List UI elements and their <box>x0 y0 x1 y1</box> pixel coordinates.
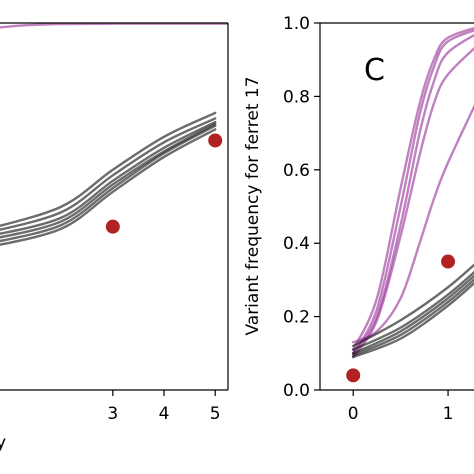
purple-simulation-line <box>352 104 474 344</box>
black-simulation-line <box>0 122 217 239</box>
panel-letter: C <box>364 53 385 88</box>
x-tick-label: 5 <box>210 404 221 424</box>
observed-point <box>441 254 456 269</box>
x-tick-label: 3 <box>107 404 118 424</box>
y-tick-label: 0.8 <box>283 87 310 107</box>
y-tick-label: 1.0 <box>283 14 310 34</box>
black-simulation-line <box>352 270 474 351</box>
purple-simulation-line <box>352 47 474 359</box>
black-simulation-line <box>0 120 217 235</box>
y-tick-label: 0.6 <box>283 161 310 181</box>
x-tick-label: 0 <box>348 404 359 424</box>
black-simulation-line <box>0 124 217 243</box>
black-simulation-line <box>0 117 217 231</box>
panel-c: 0 1 0.0 0.2 0.4 0.6 0.8 1.0 Variant frequency fo… <box>243 14 474 424</box>
y-tick-label: 0.4 <box>283 234 310 254</box>
y-axis-label: Variant frequency for ferret 17 <box>243 76 263 335</box>
black-simulation-line <box>0 128 217 246</box>
purple-simulation-line <box>0 23 228 29</box>
purple-simulation-line <box>352 26 474 351</box>
purple-simulation-line <box>352 29 474 355</box>
panel-left: 3 4 5 y <box>0 22 229 453</box>
x-axis-label: y <box>0 433 6 453</box>
black-simulation-line <box>352 278 474 357</box>
purple-simulation-line <box>352 33 474 355</box>
observed-point <box>105 219 120 234</box>
black-simulation-line <box>0 111 217 228</box>
x-tick-label: 1 <box>443 404 454 424</box>
x-tick-label: 4 <box>159 404 170 424</box>
plot-area <box>346 26 474 383</box>
observed-point <box>208 133 223 148</box>
observed-point <box>346 368 361 383</box>
black-simulation-line <box>352 263 474 348</box>
y-tick-label: 0.2 <box>283 308 310 328</box>
y-tick-label: 0.0 <box>283 381 310 401</box>
black-simulation-line <box>352 281 474 359</box>
plot-area <box>0 23 228 246</box>
black-simulation-line <box>352 274 474 355</box>
